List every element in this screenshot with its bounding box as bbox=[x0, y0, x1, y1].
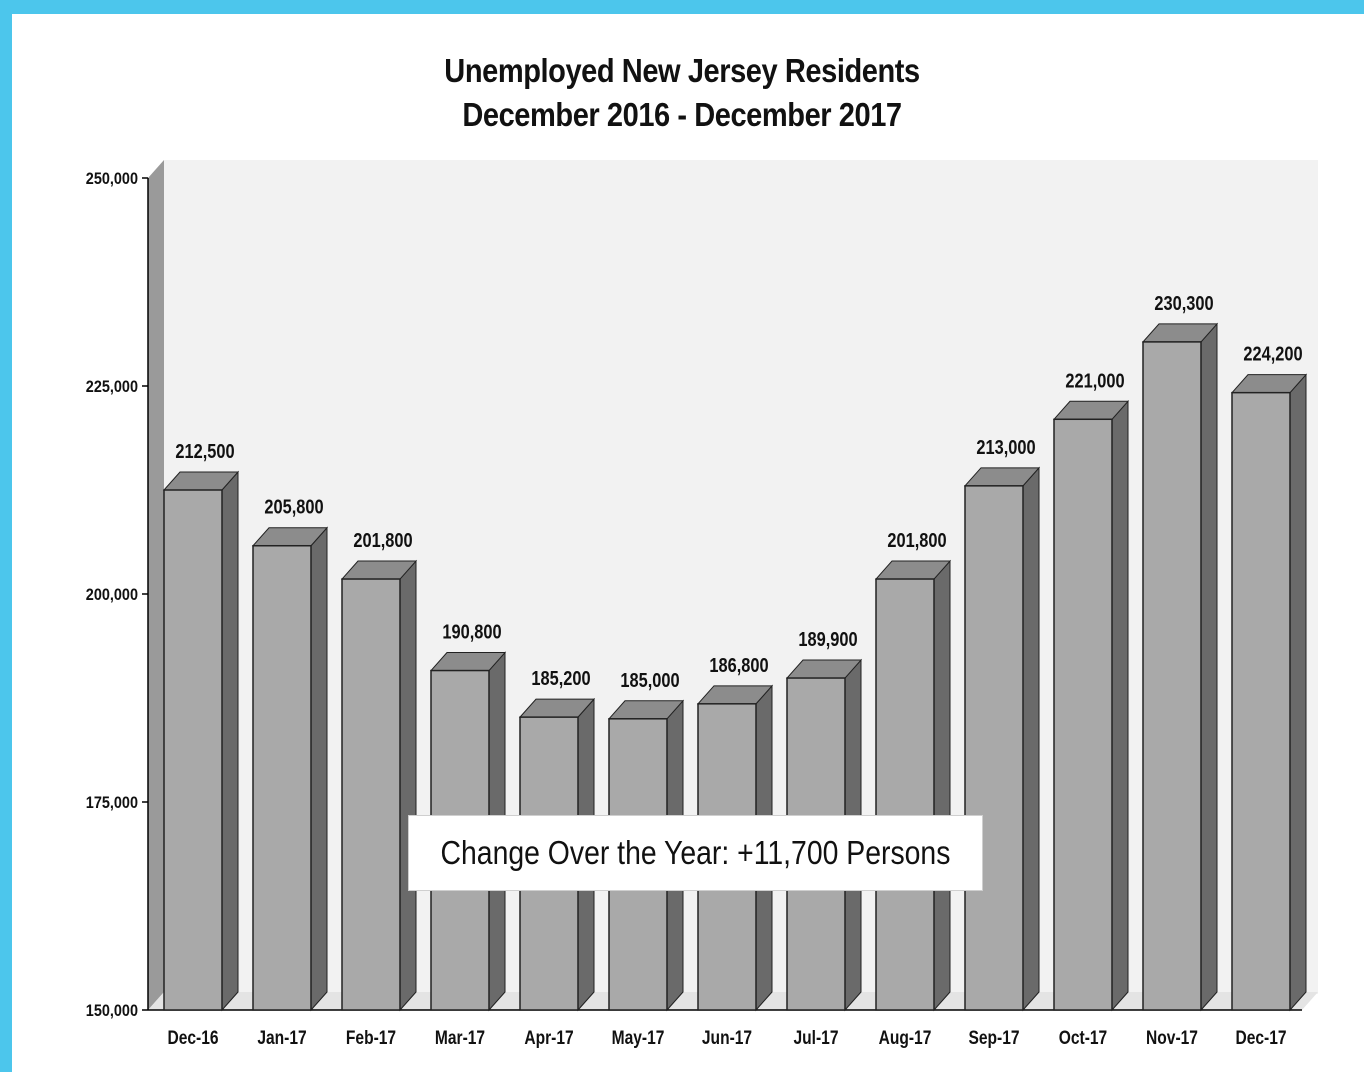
bar-front bbox=[252, 544, 312, 1011]
bar-side bbox=[933, 559, 951, 1012]
y-tick-label: 225,000 bbox=[86, 378, 138, 396]
data-label: 221,000 bbox=[1065, 369, 1124, 392]
data-label: 185,200 bbox=[531, 667, 590, 690]
bar-side bbox=[310, 526, 328, 1012]
y-tick-label: 250,000 bbox=[86, 170, 138, 188]
bar-side bbox=[1111, 399, 1129, 1012]
x-tick-label: Feb-17 bbox=[346, 1027, 396, 1049]
chart-subtitle: December 2016 - December 2017 bbox=[462, 96, 902, 133]
x-tick-label: Apr-17 bbox=[524, 1027, 573, 1049]
bar-front bbox=[1231, 391, 1291, 1011]
bar-Feb-17 bbox=[340, 559, 418, 1012]
bar-Oct-17 bbox=[1052, 399, 1130, 1012]
x-tick-label: Jul-17 bbox=[794, 1027, 839, 1049]
y-tick-label: 200,000 bbox=[86, 586, 138, 604]
x-tick-label: Aug-17 bbox=[879, 1027, 932, 1049]
data-label: 205,800 bbox=[264, 495, 323, 518]
bar-side bbox=[221, 470, 239, 1012]
chart-title: Unemployed New Jersey Residents bbox=[444, 52, 920, 89]
bar-front bbox=[1053, 418, 1113, 1011]
bar-Dec-17 bbox=[1230, 373, 1308, 1012]
bar-side bbox=[1200, 322, 1218, 1012]
x-tick-label: Oct-17 bbox=[1059, 1027, 1107, 1049]
bar-front bbox=[964, 485, 1024, 1011]
x-tick-label: Dec-16 bbox=[167, 1027, 218, 1049]
x-tick-label: Sep-17 bbox=[968, 1027, 1019, 1049]
data-label: 213,000 bbox=[976, 435, 1035, 458]
bar-Jan-17 bbox=[251, 526, 329, 1012]
bar-front bbox=[341, 578, 401, 1011]
y-tick-label: 150,000 bbox=[86, 1002, 138, 1020]
bar-front bbox=[875, 578, 935, 1011]
data-label: 212,500 bbox=[175, 439, 234, 462]
bar-Dec-16 bbox=[162, 470, 240, 1012]
bar-front bbox=[1142, 341, 1202, 1011]
y-tick-label: 175,000 bbox=[86, 794, 138, 812]
data-label: 186,800 bbox=[709, 653, 768, 676]
change-annotation: Change Over the Year: +11,700 Persons bbox=[408, 815, 983, 891]
data-label: 201,800 bbox=[887, 528, 946, 551]
x-tick-label: Dec-17 bbox=[1235, 1027, 1286, 1049]
change-annotation-text: Change Over the Year: +11,700 Persons bbox=[440, 834, 951, 871]
bar-Sep-17 bbox=[963, 466, 1041, 1012]
bar-front bbox=[163, 489, 223, 1011]
x-tick-label: Mar-17 bbox=[435, 1027, 485, 1049]
bar-side bbox=[1289, 373, 1307, 1012]
data-label: 230,300 bbox=[1154, 291, 1213, 314]
x-tick-label: Jun-17 bbox=[702, 1027, 752, 1049]
plot-side-wall bbox=[148, 160, 164, 1010]
x-tick-label: Jan-17 bbox=[257, 1027, 306, 1049]
data-label: 189,900 bbox=[798, 627, 857, 650]
data-label: 185,000 bbox=[620, 668, 679, 691]
x-tick-label: Nov-17 bbox=[1146, 1027, 1198, 1049]
bar-side bbox=[399, 559, 417, 1012]
x-tick-label: May-17 bbox=[612, 1027, 665, 1049]
bar-Aug-17 bbox=[874, 559, 952, 1012]
bar-Nov-17 bbox=[1141, 322, 1219, 1012]
bar-side bbox=[1022, 466, 1040, 1012]
data-label: 224,200 bbox=[1243, 342, 1302, 365]
data-label: 201,800 bbox=[353, 528, 412, 551]
data-label: 190,800 bbox=[442, 620, 501, 643]
